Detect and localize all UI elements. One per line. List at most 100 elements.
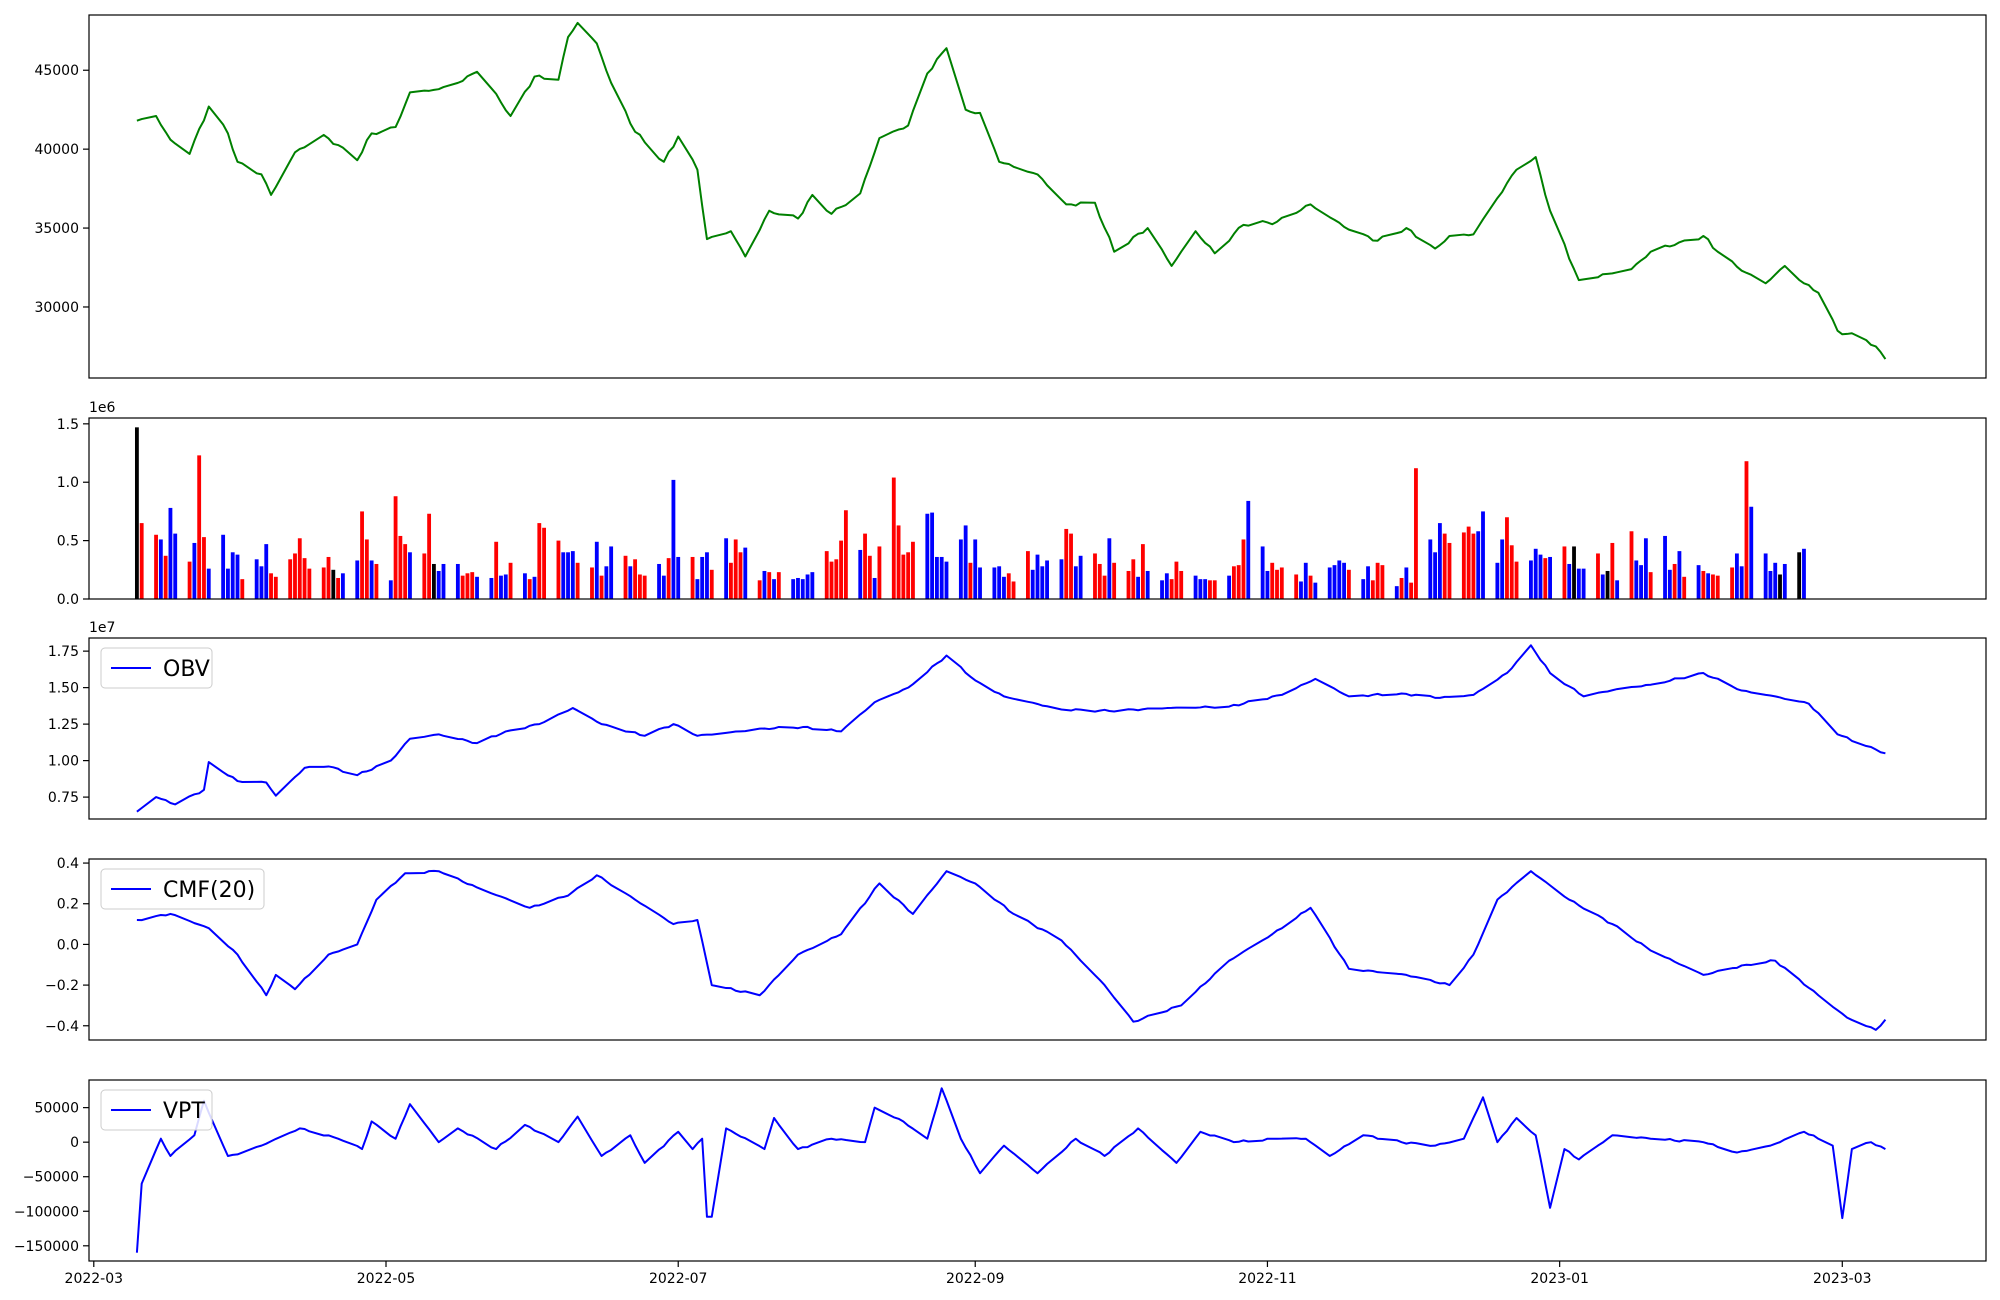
y-tick-label: 1.25 (48, 717, 79, 733)
volume-bar (1466, 526, 1471, 599)
y-offset-label: 1e7 (89, 620, 115, 636)
volume-bar (676, 556, 681, 599)
volume-bar (623, 555, 628, 599)
volume-bar (877, 546, 882, 599)
volume-bar (1428, 539, 1433, 599)
volume-bar (1006, 573, 1011, 599)
panel-vpt: −150000 −100000 −50000 0 50000 2022-03 2022-05… (14, 1079, 1987, 1287)
volume-bar (767, 572, 772, 599)
x-tick-label: 2023-03 (1813, 1271, 1872, 1287)
volume-bar (1059, 559, 1064, 599)
volume-bar (340, 573, 345, 599)
y-tick-label: 1.0 (57, 475, 79, 491)
volume-bar (1648, 572, 1653, 599)
volume-bar (1375, 562, 1380, 599)
y-tick-label: 0.75 (48, 790, 79, 806)
volume-bar (1533, 548, 1538, 599)
volume-bar (1126, 570, 1131, 599)
volume-bar (973, 539, 978, 599)
volume-bar (293, 553, 297, 599)
volume-bar (671, 479, 676, 599)
volume-bar (604, 566, 609, 599)
volume-bar (791, 579, 796, 599)
volume-bar (1011, 581, 1016, 599)
volume-bar (1744, 461, 1749, 599)
volume-bar (197, 455, 202, 599)
y-tick-label: 0.2 (57, 897, 79, 913)
vpt-line (135, 1087, 1886, 1253)
volume-bar (297, 538, 302, 599)
volume-bar (1481, 511, 1485, 599)
axes-frame (88, 637, 1987, 820)
volume-bar (843, 510, 848, 599)
volume-bar (858, 549, 863, 599)
volume-bar (369, 560, 374, 599)
volume-bar (441, 563, 446, 599)
axes-frame (88, 858, 1987, 1041)
volume-bar (906, 552, 911, 599)
volume-bar (455, 563, 460, 599)
volume-bar (1026, 551, 1030, 599)
panel-price: 30000 35000 40000 45000 (34, 14, 1987, 379)
y-tick-label: 1.5 (57, 417, 79, 433)
volume-bar (1706, 573, 1711, 599)
volume-bar (1361, 579, 1366, 599)
volume-bar (1227, 575, 1232, 599)
volume-bar (867, 555, 872, 599)
volume-bar (1701, 570, 1706, 599)
volume-bar (431, 563, 436, 599)
volume-bar (729, 562, 733, 599)
volume-bar (1208, 580, 1212, 599)
volume-bar (1576, 568, 1581, 599)
volume-bar (1327, 567, 1332, 599)
volume-bar (556, 540, 561, 599)
volume-bar (1572, 546, 1576, 599)
volume-bar (575, 562, 580, 599)
volume-bar (1073, 566, 1078, 599)
volume-bar (1715, 575, 1720, 599)
obv-line (136, 644, 1886, 813)
x-tick-label: 2022-09 (946, 1271, 1005, 1287)
volume-bar (657, 563, 661, 599)
volume-bar (1174, 561, 1179, 599)
volume-bar (1265, 570, 1270, 599)
volume-bar (1332, 565, 1337, 599)
volume-bar (1231, 566, 1236, 599)
legend: OBV (100, 647, 213, 689)
volume-bar (408, 552, 412, 599)
y-tick-label: 1.00 (48, 754, 79, 770)
volume-bar (1461, 532, 1466, 599)
volume-bar (321, 567, 326, 599)
volume-bar (1394, 586, 1399, 599)
volume-bar (1610, 542, 1615, 599)
legend: CMF(20) (100, 868, 265, 910)
volume-bar (1643, 538, 1648, 599)
volume-bar (1366, 566, 1370, 599)
volume-bar (829, 561, 834, 599)
volume-bar (1730, 567, 1735, 599)
volume-bar (192, 542, 197, 599)
volume-bar (1030, 569, 1035, 599)
volume-bar (398, 535, 403, 599)
volume-bar (1677, 551, 1682, 599)
volume-bar (1433, 552, 1438, 599)
volume-bar (1179, 570, 1184, 599)
y-tick-label: 30000 (34, 300, 79, 316)
volume-bar (1212, 580, 1217, 599)
volume-bar (1711, 574, 1715, 599)
volume-bar (403, 544, 408, 599)
volume-bar (1409, 582, 1414, 599)
volume-bar (700, 556, 705, 599)
volume-bar (264, 544, 269, 599)
volume-bar (561, 552, 566, 599)
volume-bar (1739, 566, 1744, 599)
volume-bar (302, 558, 307, 599)
volume-bar (1342, 562, 1346, 599)
volume-bar (1299, 581, 1303, 599)
volume-bar (705, 552, 709, 599)
axes-frame (88, 1079, 1987, 1262)
volume-bar (891, 477, 896, 599)
panel-cmf: −0.4 −0.2 0.0 0.2 0.4 CMF(20) (45, 856, 1987, 1041)
volume-bar (978, 567, 982, 599)
volume-bar (1140, 544, 1145, 599)
